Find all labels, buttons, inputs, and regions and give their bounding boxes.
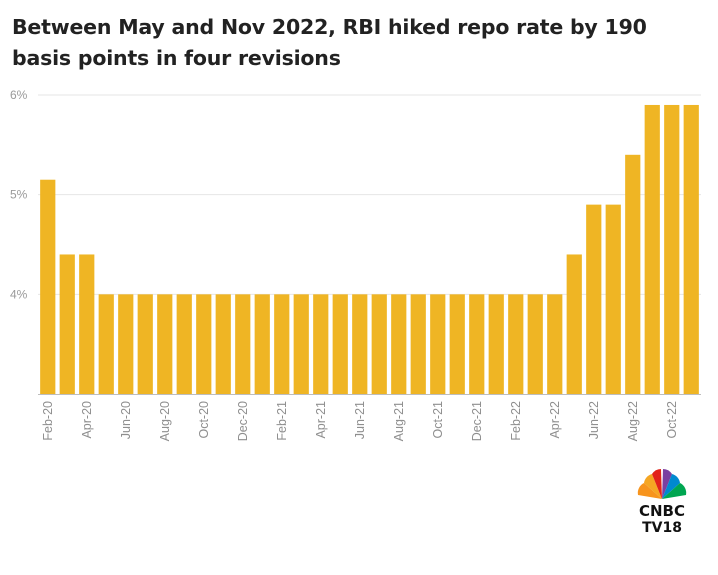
bar-Nov-22	[683, 104, 699, 394]
axes: 4% 5% 6%	[10, 88, 701, 395]
x-tick-label: Jun-21	[353, 401, 367, 439]
bar-Apr-21	[313, 294, 329, 394]
bar-Sep-22	[644, 104, 660, 394]
bar-Jun-21	[352, 294, 368, 394]
logo-tv18-text: TV18	[642, 520, 682, 536]
y-tick-label: 5%	[10, 188, 28, 202]
x-tick-label: Feb-21	[275, 401, 289, 441]
bar-May-21	[332, 294, 348, 394]
bar-Nov-21	[449, 294, 465, 394]
bars	[40, 104, 699, 394]
bar-May-22	[566, 254, 582, 394]
x-tick-label: Oct-22	[665, 401, 679, 439]
bar-Sep-20	[176, 294, 192, 394]
bar-Aug-21	[391, 294, 407, 394]
gridlines	[38, 94, 701, 295]
x-tick-label: Jun-20	[119, 401, 133, 439]
bar-Mar-20	[59, 254, 75, 394]
bar-Jun-22	[586, 204, 602, 394]
x-tick-label: Feb-22	[509, 401, 523, 441]
peacock-icon	[637, 469, 687, 499]
x-tick-label: Apr-20	[80, 401, 94, 439]
x-tick-label: Jun-22	[587, 401, 601, 439]
bar-Feb-22	[508, 294, 524, 394]
cnbc-tv18-logo: CNBC TV18	[637, 469, 687, 536]
bar-Oct-20	[196, 294, 212, 394]
x-tick-label: Oct-21	[431, 401, 445, 439]
x-tick-label: Oct-20	[197, 401, 211, 439]
bar-Jul-22	[605, 204, 621, 394]
bar-Dec-20	[235, 294, 251, 394]
y-tick-label: 6%	[10, 88, 28, 102]
bar-Oct-21	[430, 294, 446, 394]
bar-Jun-20	[118, 294, 134, 394]
bar-Dec-21	[469, 294, 485, 394]
x-tick-label: Apr-21	[314, 401, 328, 439]
logo-cnbc-text: CNBC	[639, 502, 685, 520]
chart-title: Between May and Nov 2022, RBI hiked repo…	[12, 15, 647, 70]
bar-Sep-21	[410, 294, 426, 394]
x-tick-label: Dec-21	[470, 401, 484, 441]
bar-Nov-20	[215, 294, 231, 394]
bar-Apr-20	[79, 254, 95, 394]
bar-Aug-22	[625, 154, 641, 394]
bar-Feb-20	[40, 179, 56, 394]
x-tick-label: Aug-21	[392, 401, 406, 441]
y-tick-label: 4%	[10, 287, 28, 301]
x-tick-label: Aug-22	[626, 401, 640, 441]
bar-Mar-21	[293, 294, 309, 394]
bar-Jul-20	[137, 294, 153, 394]
bar-Jan-22	[488, 294, 504, 394]
bar-Oct-22	[664, 104, 680, 394]
x-tick-label: Apr-22	[548, 401, 562, 439]
bar-Mar-22	[527, 294, 543, 394]
x-tick-labels: Feb-20 Apr-20 Jun-20 Aug-20 Oct-20 Dec-20 Feb-…	[41, 401, 679, 441]
bar-Jan-21	[254, 294, 270, 394]
bar-Apr-22	[547, 294, 563, 394]
x-tick-label: Feb-20	[41, 401, 55, 441]
bar-Aug-20	[157, 294, 173, 394]
bar-Feb-21	[274, 294, 290, 394]
x-tick-label: Aug-20	[158, 401, 172, 441]
bar-Jul-21	[371, 294, 387, 394]
x-tick-label: Dec-20	[236, 401, 250, 441]
bar-May-20	[98, 294, 114, 394]
